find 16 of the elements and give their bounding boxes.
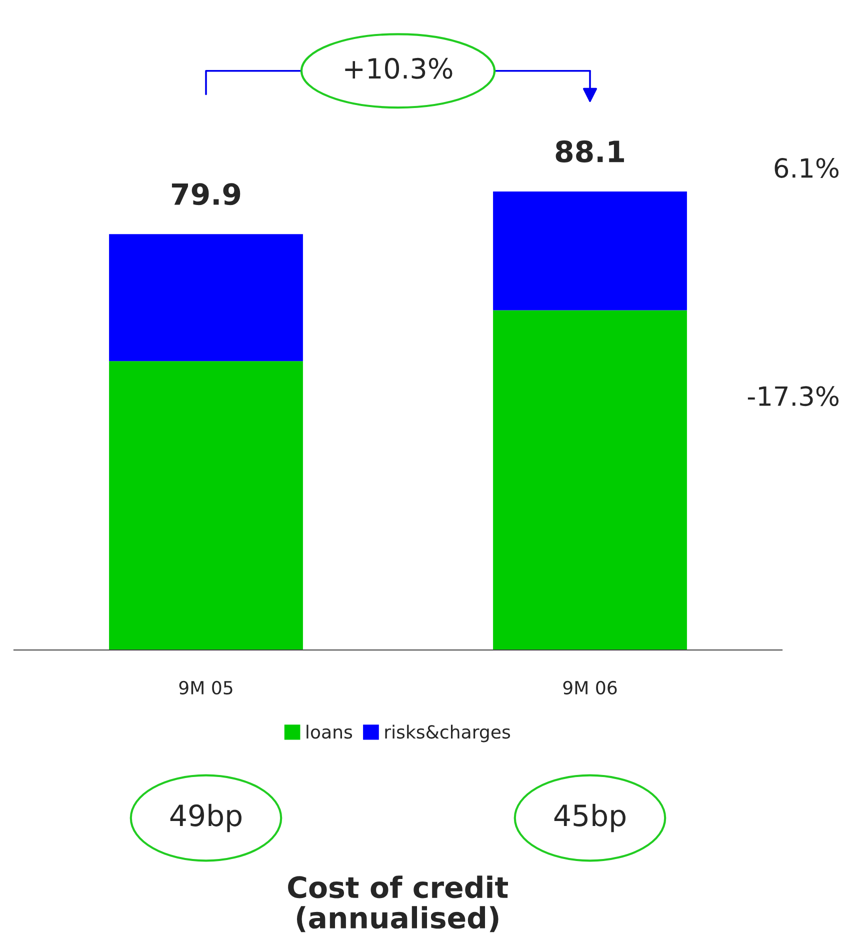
text: 6.1% [774,158,839,178]
text: 49bp [170,804,242,832]
bar [493,192,687,310]
annotation: 88.1 [556,140,624,162]
bar [109,234,303,362]
legend-label: loans [306,724,352,739]
text: Cost of credit (annualised) [288,876,508,932]
bar [493,310,687,650]
text: +10.3% [345,58,452,79]
bar [109,361,303,650]
text: 45bp [554,804,626,832]
legend-label: risks&charges [385,724,510,742]
x-tick-label: 9M 06 [563,680,617,695]
annotation: -17.3% [748,386,839,406]
annotation: 79.9 [172,183,240,206]
x-tick-label: 9M 05 [179,680,232,695]
